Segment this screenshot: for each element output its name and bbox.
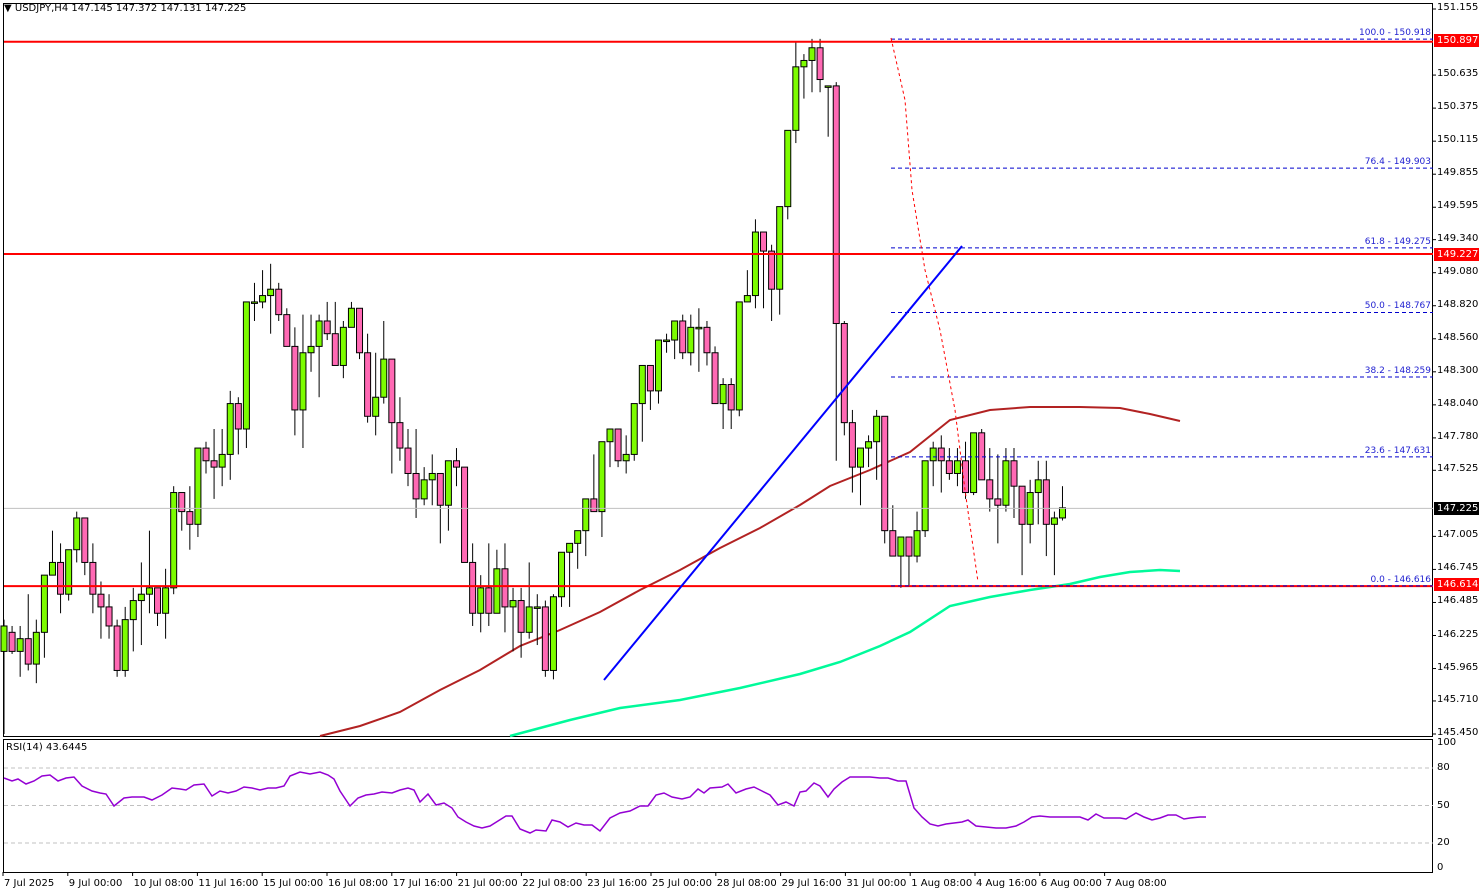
ohlc-values: 147.145 147.372 147.131 147.225 [71,3,247,14]
price-tick-label: 146.225 [1437,628,1479,640]
price-tick-label: 145.710 [1437,693,1479,705]
price-tick-label: 148.040 [1437,397,1479,409]
price-tick-label: 150.115 [1437,134,1479,146]
resistance-price-box-1: 150.897 [1434,34,1479,47]
time-tick-label: 10 Jul 08:00 [133,878,194,889]
time-tick-label: 23 Jul 16:00 [587,878,648,889]
current-price-box: 147.225 [1434,502,1479,515]
price-tick-label: 148.560 [1437,331,1479,343]
price-tick-label: 147.525 [1437,463,1479,475]
time-tick-label: 11 Jul 16:00 [198,878,259,889]
chart-overlays [4,37,1433,681]
rsi-label: RSI(14) 43.6445 [6,742,88,753]
fib-level-label: 100.0 - 150.918 [1359,28,1431,39]
price-tick-label: 149.855 [1437,167,1479,179]
time-tick-label: 6 Aug 00:00 [1040,878,1102,889]
time-tick-label: 4 Aug 16:00 [976,878,1038,889]
rsi-level-lines [4,767,1433,844]
fib-level-label: 23.6 - 147.631 [1364,445,1431,456]
price-tick-label: 150.375 [1437,101,1479,113]
support-price-box: 146.614 [1434,578,1479,591]
triangle-down-icon[interactable]: ▼ [4,3,12,14]
time-tick-label: 15 Jul 00:00 [263,878,324,889]
moving-averages [319,406,1181,738]
price-tick-label: 145.965 [1437,661,1479,673]
price-tick-label: 149.340 [1437,232,1479,244]
price-tick-label: 149.595 [1437,200,1479,212]
axis-ticks [2,8,1436,876]
price-tick-label: 146.485 [1437,595,1479,607]
fib-level-label: 50.0 - 148.767 [1364,301,1431,312]
time-tick-label: 7 Aug 08:00 [1105,878,1167,889]
rsi-tick-label: 0 [1437,862,1444,873]
price-tick-label: 145.450 [1437,726,1479,738]
rsi-tick-label: 80 [1437,762,1450,773]
price-tick-label: 148.300 [1437,364,1479,376]
price-tick-label: 147.005 [1437,529,1479,541]
fib-level-label: 38.2 - 148.259 [1364,366,1431,377]
price-tick-label: 150.635 [1437,68,1479,80]
price-tick-label: 149.080 [1437,265,1479,277]
fib-level-label: 0.0 - 146.616 [1370,574,1432,585]
rsi-tick-label: 50 [1437,799,1450,811]
time-tick-label: 9 Jul 00:00 [68,878,123,889]
time-tick-label: 21 Jul 00:00 [457,878,518,889]
time-tick-label: 22 Jul 08:00 [522,878,583,889]
time-tick-label: 29 Jul 16:00 [781,878,842,889]
time-tick-label: 7 Jul 2025 [4,878,55,889]
fib-level-label: 76.4 - 149.903 [1364,157,1431,168]
time-tick-label: 28 Jul 08:00 [716,878,777,889]
price-tick-label: 148.820 [1437,298,1479,310]
main-pane [3,3,1433,737]
chart-title[interactable]: ▼ USDJPY,H4 147.145 147.372 147.131 147.… [4,3,246,14]
time-tick-label: 31 Jul 00:00 [846,878,907,889]
fib-level-label: 61.8 - 149.275 [1364,236,1431,247]
time-tick-label: 1 Aug 08:00 [911,878,973,889]
rsi-tick-label: 100 [1437,737,1457,748]
symbol-label: USDJPY,H4 [14,3,69,14]
candlesticks [0,38,1066,734]
price-tick-label: 151.155 [1437,2,1479,13]
time-tick-label: 25 Jul 00:00 [652,878,712,889]
rsi-tick-label: 20 [1437,837,1450,848]
time-tick-label: 17 Jul 16:00 [392,878,453,889]
rsi-line [3,771,1206,834]
price-tick-label: 146.745 [1437,562,1479,574]
resistance-price-box-2: 149.227 [1434,248,1479,261]
time-tick-label: 16 Jul 08:00 [328,878,388,889]
price-tick-label: 147.780 [1437,430,1479,442]
